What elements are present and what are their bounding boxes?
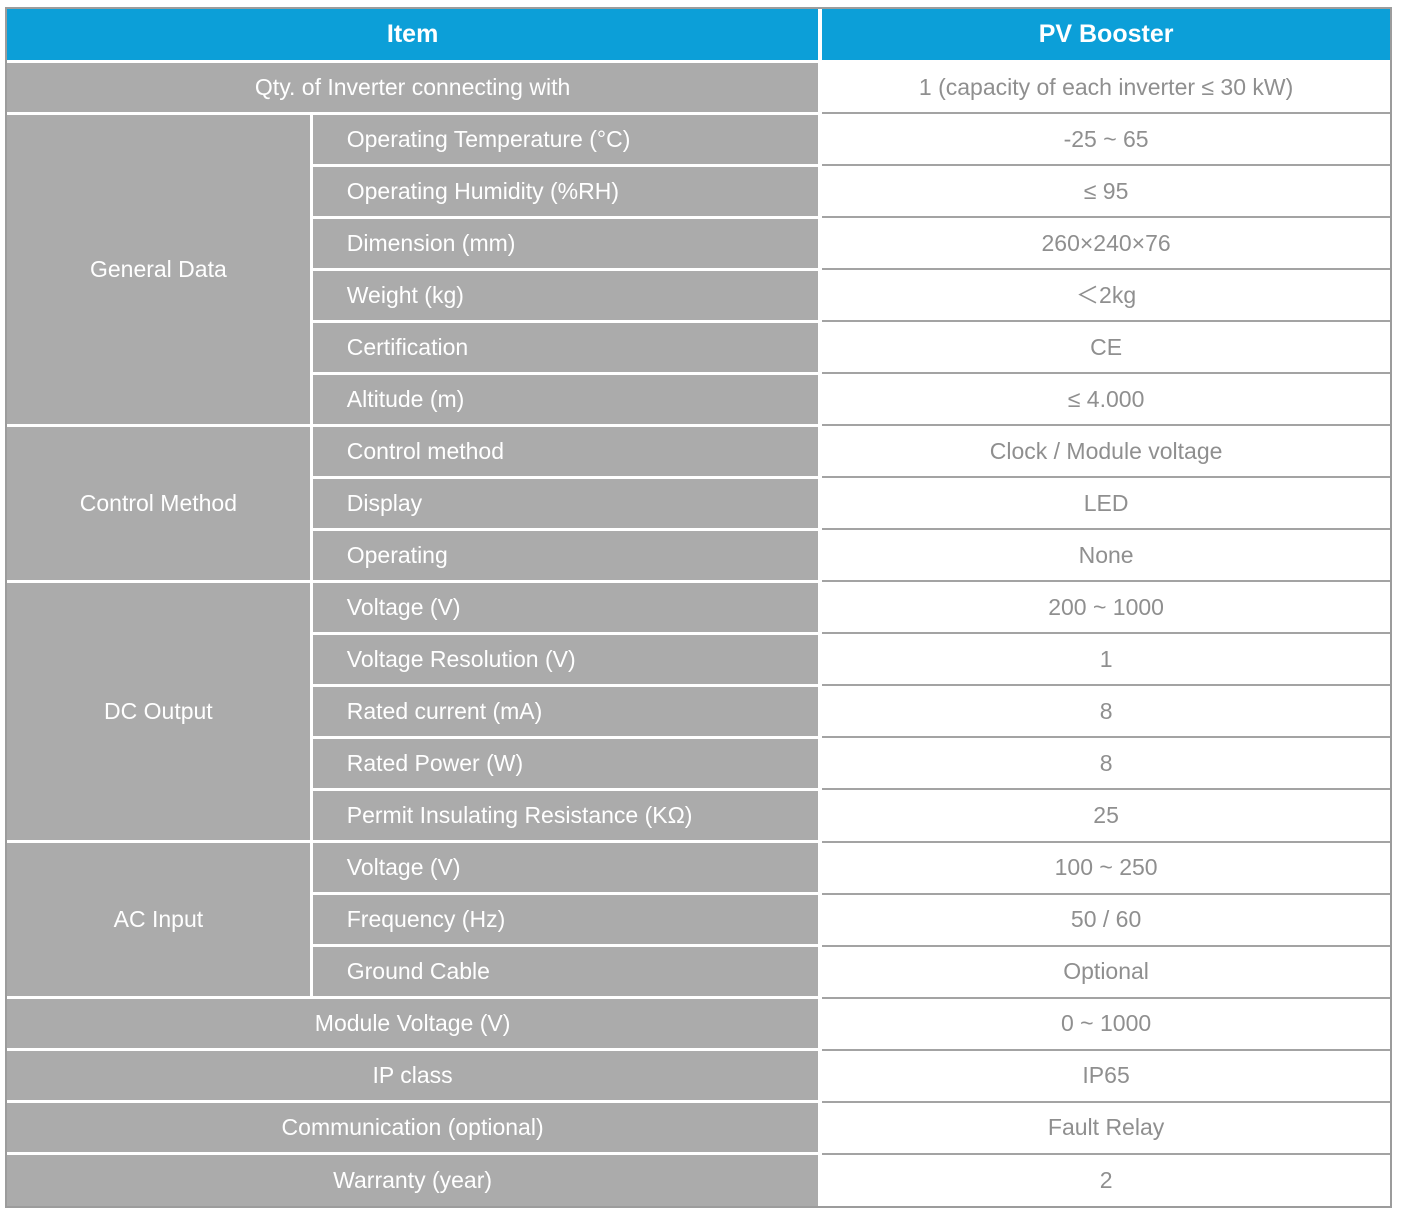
table-row-module-voltage: Module Voltage (V) 0 ~ 1000 <box>7 996 1390 1052</box>
value-rated-current: 8 <box>818 685 1390 739</box>
value-ip-class: IP65 <box>818 1049 1390 1103</box>
value-permit-insulating-resistance: 25 <box>818 789 1390 843</box>
table-row-operating-humidity: Operating Humidity (%RH) ≤ 95 <box>7 163 1390 219</box>
table-row-qty: Qty. of Inverter connecting with 1 (capa… <box>7 59 1390 115</box>
table-row-communication: Communication (optional) Fault Relay <box>7 1100 1390 1156</box>
table-row-weight: Weight (kg) ＜2kg <box>7 267 1390 323</box>
table-row-ip-class: IP class IP65 <box>7 1048 1390 1104</box>
label-operating-humidity: Operating Humidity (%RH) <box>309 163 822 219</box>
label-ip-class: IP class <box>7 1048 822 1104</box>
value-communication: Fault Relay <box>818 1101 1390 1155</box>
table-row-rated-power: Rated Power (W) 8 <box>7 735 1390 791</box>
header-row: Item PV Booster <box>7 9 1390 63</box>
value-dimension: 260×240×76 <box>818 217 1390 271</box>
label-qty-of-inverter: Qty. of Inverter connecting with <box>7 59 822 115</box>
table-row-ac-voltage: AC Input Voltage (V) 100 ~ 250 <box>7 839 1390 1000</box>
table-row-frequency: Frequency (Hz) 50 / 60 <box>7 892 1390 948</box>
label-dimension: Dimension (mm) <box>309 215 822 271</box>
value-qty-of-inverter: 1 (capacity of each inverter ≤ 30 kW) <box>818 61 1390 115</box>
value-dc-voltage: 200 ~ 1000 <box>818 581 1390 635</box>
table-row-dc-voltage: DC Output Voltage (V) 200 ~ 1000 <box>7 579 1390 844</box>
table-row-dimension: Dimension (mm) 260×240×76 <box>7 215 1390 271</box>
label-ac-voltage: Voltage (V) <box>309 839 822 896</box>
label-permit-insulating-resistance: Permit Insulating Resistance (KΩ) <box>309 787 822 844</box>
pv-booster-spec-table: Item PV Booster Qty. of Inverter connect… <box>7 9 1390 1206</box>
value-rated-power: 8 <box>818 737 1390 791</box>
label-ground-cable: Ground Cable <box>309 944 822 1000</box>
label-control-method: Control method <box>309 423 822 479</box>
value-warranty: 2 <box>818 1153 1390 1206</box>
spec-table-container: Item PV Booster Qty. of Inverter connect… <box>5 7 1392 1208</box>
table-row-certification: Certification CE <box>7 319 1390 375</box>
section-label-general-data: General Data <box>7 111 313 427</box>
table-row-permit-insulating-resistance: Permit Insulating Resistance (KΩ) 25 <box>7 787 1390 844</box>
label-module-voltage: Module Voltage (V) <box>7 996 822 1052</box>
label-frequency: Frequency (Hz) <box>309 892 822 948</box>
table-row-operating-temperature: General Data Operating Temperature (°C) … <box>7 111 1390 427</box>
value-frequency: 50 / 60 <box>818 893 1390 947</box>
column-header-item: Item <box>7 9 821 63</box>
label-dc-voltage: Voltage (V) <box>309 579 822 635</box>
section-label-control-method: Control Method <box>7 423 313 583</box>
value-module-voltage: 0 ~ 1000 <box>818 997 1390 1051</box>
value-altitude: ≤ 4.000 <box>818 373 1390 427</box>
value-ac-voltage: 100 ~ 250 <box>818 841 1390 895</box>
table-row-ground-cable: Ground Cable Optional <box>7 944 1390 1000</box>
table-row-control-method: Control Method Control method Clock / Mo… <box>7 423 1390 583</box>
label-communication: Communication (optional) <box>7 1100 822 1156</box>
label-voltage-resolution: Voltage Resolution (V) <box>309 631 822 687</box>
section-label-ac-input: AC Input <box>7 839 313 1000</box>
table-row-operating: Operating None <box>7 527 1390 583</box>
label-altitude: Altitude (m) <box>309 371 822 427</box>
value-weight: ＜2kg <box>818 269 1390 323</box>
value-operating-temperature: -25 ~ 65 <box>818 113 1390 167</box>
table-row-rated-current: Rated current (mA) 8 <box>7 683 1390 739</box>
label-operating-temperature: Operating Temperature (°C) <box>309 111 822 167</box>
label-operating: Operating <box>309 527 822 583</box>
table-row-altitude: Altitude (m) ≤ 4.000 <box>7 371 1390 427</box>
label-display: Display <box>309 475 822 531</box>
value-ground-cable: Optional <box>818 945 1390 999</box>
value-certification: CE <box>818 321 1390 375</box>
column-header-pv-booster: PV Booster <box>818 9 1390 63</box>
section-label-dc-output: DC Output <box>7 579 313 844</box>
label-warranty: Warranty (year) <box>7 1152 822 1206</box>
value-control-method: Clock / Module voltage <box>818 425 1390 479</box>
label-rated-power: Rated Power (W) <box>309 735 822 791</box>
table-row-voltage-resolution: Voltage Resolution (V) 1 <box>7 631 1390 687</box>
label-certification: Certification <box>309 319 822 375</box>
label-rated-current: Rated current (mA) <box>309 683 822 739</box>
value-display: LED <box>818 477 1390 531</box>
value-operating: None <box>818 529 1390 583</box>
table-row-warranty: Warranty (year) 2 <box>7 1152 1390 1206</box>
value-operating-humidity: ≤ 95 <box>818 165 1390 219</box>
table-row-display: Display LED <box>7 475 1390 531</box>
label-weight: Weight (kg) <box>309 267 822 323</box>
value-voltage-resolution: 1 <box>818 633 1390 687</box>
